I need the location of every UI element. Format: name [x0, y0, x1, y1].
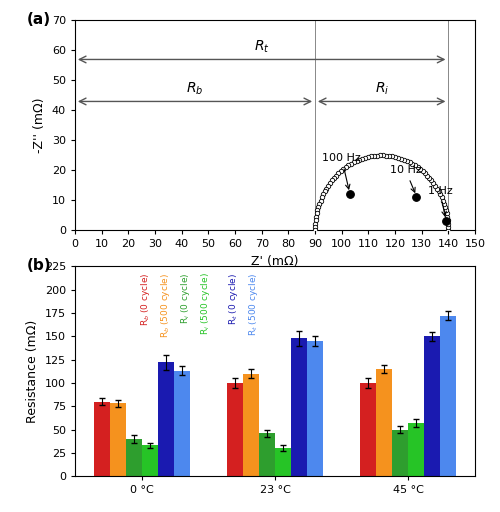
- Bar: [142, 445, 158, 476]
- Bar: [126, 439, 142, 476]
- Bar: [174, 371, 190, 476]
- Bar: [158, 362, 174, 476]
- Bar: [110, 403, 126, 476]
- Bar: [94, 401, 110, 476]
- Bar: [259, 433, 275, 476]
- Bar: [392, 430, 408, 476]
- Bar: [307, 341, 323, 476]
- Y-axis label: Resistance (mΩ): Resistance (mΩ): [26, 319, 39, 423]
- X-axis label: Z' (mΩ): Z' (mΩ): [252, 255, 299, 268]
- Bar: [360, 383, 376, 476]
- Text: $R_b$: $R_b$: [186, 80, 204, 97]
- Bar: [440, 316, 456, 476]
- Bar: [376, 369, 392, 476]
- Text: $R_t$: $R_t$: [254, 38, 270, 55]
- Text: 10 Hz: 10 Hz: [390, 165, 422, 192]
- Text: 100 Hz: 100 Hz: [322, 154, 361, 189]
- Bar: [408, 423, 424, 476]
- Text: R$_t$ (0 cycle): R$_t$ (0 cycle): [226, 272, 239, 325]
- Text: R$_b$ (0 cycle): R$_b$ (0 cycle): [138, 272, 151, 326]
- Bar: [227, 383, 243, 476]
- Y-axis label: -Z'' (mΩ): -Z'' (mΩ): [34, 98, 46, 153]
- Text: 1 Hz: 1 Hz: [428, 186, 452, 216]
- Text: $R_i$: $R_i$: [374, 80, 389, 97]
- Text: R$_t$ (500 cycle): R$_t$ (500 cycle): [246, 272, 260, 336]
- Text: R$_i$ (500 cycle): R$_i$ (500 cycle): [198, 272, 211, 335]
- Text: R$_b$ (500 cycle): R$_b$ (500 cycle): [158, 272, 172, 337]
- Bar: [243, 374, 259, 476]
- Bar: [424, 336, 440, 476]
- Text: (a): (a): [27, 12, 51, 27]
- Bar: [275, 448, 291, 476]
- Text: (b): (b): [27, 258, 52, 273]
- Text: R$_i$ (0 cycle): R$_i$ (0 cycle): [178, 272, 192, 324]
- Bar: [291, 338, 307, 476]
